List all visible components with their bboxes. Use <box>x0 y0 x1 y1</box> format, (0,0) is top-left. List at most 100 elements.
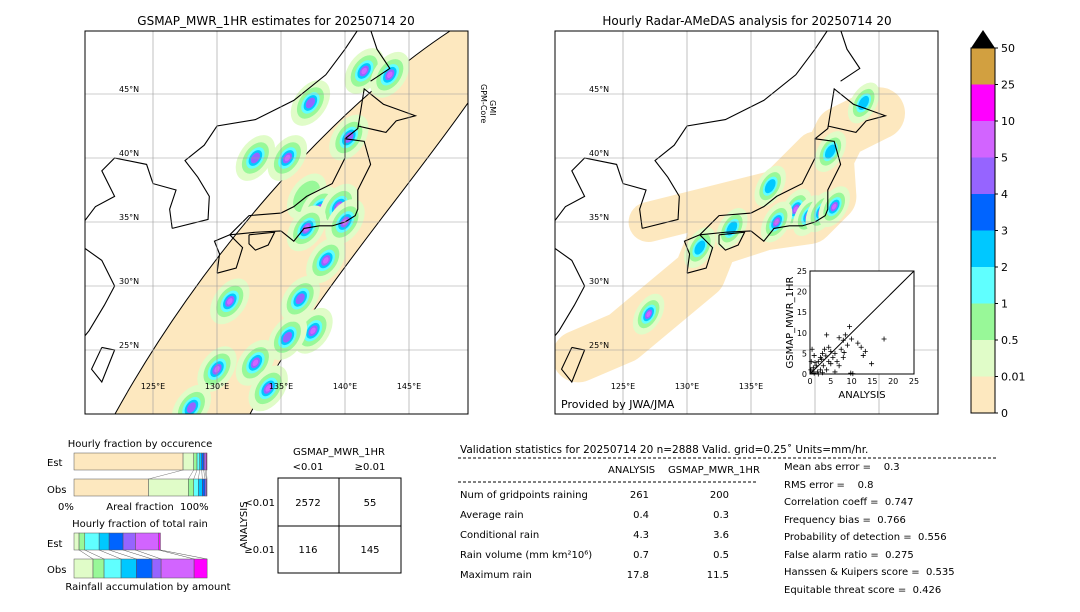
credit-text: Provided by JWA/JMA <box>561 398 675 411</box>
stat-analysis-value: 261 <box>629 490 649 501</box>
occurrence-obs-segment <box>188 478 194 497</box>
scatter-point <box>820 363 826 369</box>
link-line <box>84 549 105 560</box>
stat-analysis-value: 17.8 <box>626 570 649 581</box>
coastline <box>344 87 418 140</box>
scatter-point <box>822 346 828 352</box>
scatter-point <box>819 356 825 362</box>
longitude-label: 145°E <box>397 382 421 391</box>
x-tick-label: 0 <box>807 377 812 386</box>
colorbar-label: 1 <box>1001 298 1008 311</box>
longitude-label: 125°E <box>611 382 635 391</box>
rain-fraction-title: Hourly fraction of total rain <box>72 519 208 530</box>
row-label: ≥0.01 <box>244 545 275 556</box>
colorbar-extend-triangle <box>971 30 995 48</box>
scatter-point <box>838 346 844 352</box>
colorbar-label: 0.01 <box>1001 371 1026 384</box>
longitude-label: 130°E <box>205 382 229 391</box>
occurrence-obs-segment <box>202 478 206 497</box>
occurrence-obs-segment <box>148 478 189 497</box>
rain-blob <box>344 132 354 143</box>
coastline <box>840 31 861 82</box>
left-map: 45°N 40°N 35°N 30°N 25°N 125°E 130°E 135°E 140°E… <box>84 30 469 415</box>
coastline <box>718 231 746 251</box>
colorbar-label: 0.5 <box>1001 334 1019 347</box>
colorbar-swatch <box>971 194 995 231</box>
stat-label: Num of gridpoints raining <box>460 490 588 501</box>
stat-gsmap-value: 11.5 <box>706 570 729 581</box>
coastline <box>560 346 586 384</box>
y-axis-label: GSMAP_MWR_1HR <box>785 277 796 369</box>
y-tick-label: 25 <box>797 267 807 276</box>
colorbar-swatch <box>971 121 995 158</box>
link-line <box>201 469 203 480</box>
rain-blob <box>646 311 651 318</box>
scatter-point <box>824 367 830 373</box>
latitude-label: 30°N <box>589 277 609 286</box>
link-line <box>198 469 200 480</box>
scatter-point <box>869 361 875 367</box>
colorbar-label: 25 <box>1001 79 1015 92</box>
rain-obs-segment <box>120 558 137 579</box>
coastline <box>555 247 586 337</box>
rain-blob <box>824 144 836 159</box>
colorbar-swatch <box>971 340 995 377</box>
scatter-point <box>809 346 815 352</box>
scatter-point <box>819 370 825 376</box>
occurrence-obs-segment <box>206 478 208 497</box>
link-line <box>204 469 207 480</box>
table-cell: 55 <box>364 498 377 509</box>
swath-label-2: GMI <box>488 100 497 115</box>
colorbar: 0 0.01 0.5 1 2 3 4 5 10 25 50 <box>970 30 1026 420</box>
scatter-point <box>817 367 823 373</box>
link-line <box>160 549 208 560</box>
rain-blob <box>295 293 305 305</box>
swath-label-1: GPM-Core <box>479 84 488 123</box>
latitude-label: 30°N <box>119 277 139 286</box>
rain-blob <box>186 402 197 413</box>
colorbar-swatch <box>971 84 995 121</box>
x-tick-label: 5 <box>828 377 833 386</box>
coastline <box>90 346 116 384</box>
scatter-point <box>813 363 819 369</box>
rain-est-segment <box>158 532 161 551</box>
stat-analysis-value: 0.7 <box>633 550 649 561</box>
map-frame <box>554 30 939 415</box>
rain-blob <box>694 240 706 255</box>
rain-obs-segment <box>160 558 195 579</box>
occurrence-obs-segment <box>193 478 199 497</box>
scatter-point <box>836 363 842 369</box>
axis-0-label: 0% <box>58 502 74 513</box>
colorbar-label: 5 <box>1001 152 1008 165</box>
link-line <box>188 469 194 480</box>
link-line <box>158 549 195 560</box>
x-tick-label: 25 <box>909 377 919 386</box>
rain-blob <box>323 257 329 264</box>
rain-obs-segment <box>136 558 153 579</box>
rain-blob <box>387 71 393 79</box>
stats-header: Validation statistics for 20250714 20 n=… <box>460 444 869 456</box>
stat-analysis-value: 0.4 <box>633 510 649 521</box>
colorbar-label: 3 <box>1001 225 1008 238</box>
scatter-point <box>815 359 821 365</box>
scatter-point <box>828 348 834 354</box>
stat-label: Maximum rain <box>460 570 532 581</box>
colorbar-swatch <box>971 376 995 413</box>
stat-gsmap-value: 3.6 <box>713 530 729 541</box>
occurrence-est-segment <box>73 452 184 471</box>
map-body <box>85 31 468 414</box>
occurrence-obs-segment <box>73 478 149 497</box>
score-line: Probability of detection = 0.556 <box>784 532 947 543</box>
coastline <box>85 247 116 337</box>
colorbar-label: 2 <box>1001 261 1008 274</box>
occurrence-obs-segment <box>198 478 203 497</box>
col-label: <0.01 <box>293 462 324 473</box>
scatter-point <box>823 353 829 359</box>
rain-blob <box>305 97 316 109</box>
score-line: RMS error = 0.8 <box>784 479 874 491</box>
scatter-point <box>834 359 840 365</box>
scatter-point <box>858 344 864 350</box>
longitude-label: 140°E <box>333 382 357 391</box>
latitude-label: 45°N <box>119 85 139 94</box>
